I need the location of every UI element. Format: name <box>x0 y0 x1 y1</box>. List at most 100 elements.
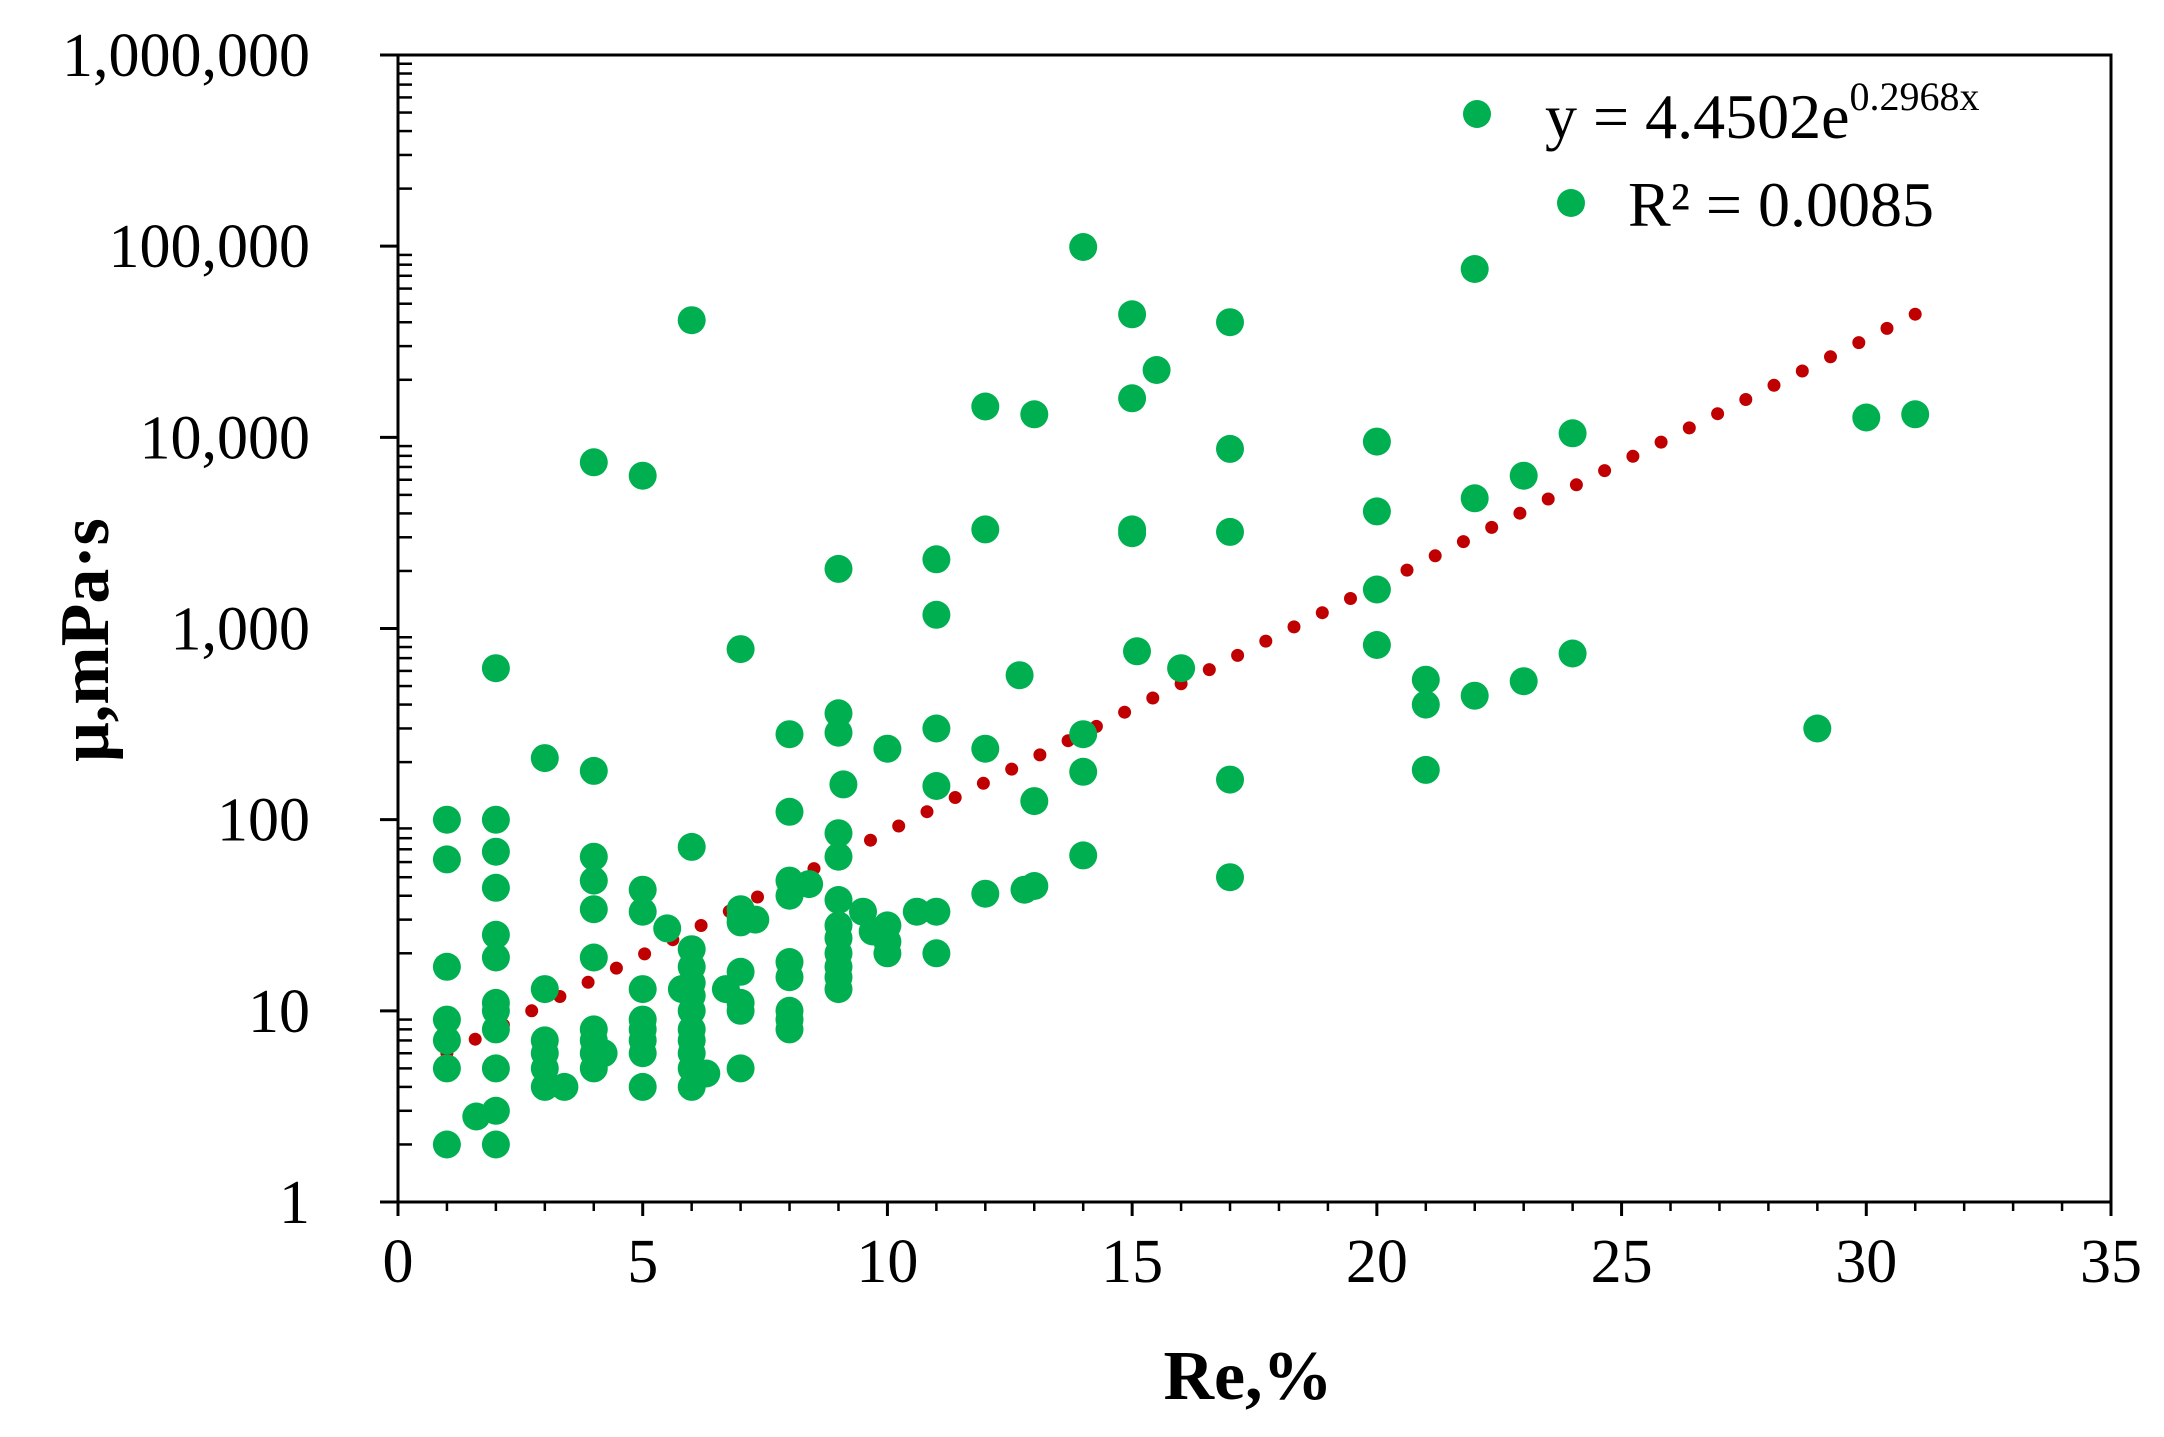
data-point <box>824 819 853 848</box>
data-point <box>775 797 804 826</box>
data-point <box>432 845 461 874</box>
tick-labels: 0 5 10 15 20 25 30 35 1 10 100 1,000 10,000 100,000 1,… <box>62 22 2142 1296</box>
data-point <box>1558 419 1587 448</box>
legend-equation-base: y = 4.4502e <box>1545 81 1850 152</box>
trendline-dot <box>1682 421 1696 435</box>
trendline-dot <box>1344 592 1357 605</box>
trendline-dot <box>1824 350 1837 364</box>
legend-equation-exponent: 0.2968x <box>1850 74 1980 119</box>
y-tick-label: 1 <box>279 1169 310 1237</box>
data-point <box>726 957 755 986</box>
data-point <box>1411 690 1440 719</box>
legend-marker-equation <box>1463 100 1491 128</box>
data-point <box>628 975 657 1004</box>
legend-r-squared: R² = 0.0085 <box>1628 169 1934 240</box>
trendline-dot <box>1569 478 1583 492</box>
data-point <box>824 554 853 583</box>
data-point <box>1216 308 1244 337</box>
data-point <box>1362 427 1391 456</box>
data-point <box>902 897 931 926</box>
trendline-dot <box>1231 648 1245 662</box>
data-point <box>432 1026 461 1055</box>
trendline-dot <box>1202 663 1216 677</box>
data-point <box>1509 667 1538 696</box>
data-point <box>922 545 951 574</box>
data-point <box>432 952 461 981</box>
data-point <box>530 975 559 1004</box>
y-tick-label: 1,000,000 <box>62 22 310 90</box>
x-tick-label: 30 <box>1835 1228 1897 1296</box>
data-point <box>922 714 951 743</box>
data-point <box>971 515 1000 544</box>
data-point <box>824 699 853 728</box>
data-point <box>873 939 902 968</box>
trendline-dot <box>1146 691 1160 705</box>
data-point <box>824 975 853 1004</box>
trendline-dot <box>1315 606 1329 620</box>
trendline-dot <box>1626 449 1640 463</box>
data-point <box>922 772 951 800</box>
data-points <box>432 233 1930 1159</box>
trendline-dot <box>1767 378 1781 392</box>
data-point <box>530 1072 559 1101</box>
data-point <box>579 866 608 895</box>
data-point <box>1118 384 1147 413</box>
x-tick-label: 5 <box>627 1228 658 1296</box>
trendline <box>440 307 1922 1060</box>
data-point <box>481 988 510 1017</box>
data-point <box>824 842 853 871</box>
x-tick-label: 0 <box>383 1228 414 1296</box>
trendline-dot <box>638 947 652 961</box>
data-point <box>481 1054 510 1083</box>
trendline-dot <box>892 819 906 833</box>
data-point <box>775 1015 804 1044</box>
data-point <box>1411 665 1440 694</box>
data-point <box>1411 755 1440 784</box>
y-axis-title: μ,mPa·s <box>47 518 124 762</box>
trendline-dot <box>1711 407 1725 421</box>
data-point <box>579 895 608 924</box>
data-point <box>628 461 657 490</box>
data-point <box>677 832 706 861</box>
data-point <box>579 943 608 972</box>
data-point <box>1216 765 1244 794</box>
legend-marker-r-squared <box>1557 189 1585 217</box>
y-tick-label: 1,000 <box>171 596 311 664</box>
trendline-dot <box>1400 563 1414 577</box>
data-point <box>741 905 770 934</box>
data-point <box>1460 681 1489 710</box>
trendline-dot <box>468 1032 482 1046</box>
data-point <box>481 873 510 902</box>
y-tick-label: 100 <box>217 787 310 855</box>
data-point <box>1020 872 1049 900</box>
data-point <box>1142 356 1171 384</box>
trendline-dot <box>1287 620 1301 634</box>
trendline-dot <box>1456 535 1470 549</box>
data-point <box>628 1039 657 1068</box>
trendline-dot <box>1033 748 1047 762</box>
data-point <box>775 720 804 749</box>
data-point <box>1118 519 1147 548</box>
trendline-dot <box>694 919 708 932</box>
data-point <box>589 1039 618 1068</box>
data-point <box>1362 631 1391 659</box>
data-point <box>829 770 858 799</box>
data-point <box>1362 497 1391 526</box>
data-point <box>1460 255 1489 283</box>
data-point <box>432 1054 461 1083</box>
data-point <box>1216 863 1244 892</box>
y-tick-label: 100,000 <box>109 213 311 281</box>
data-point <box>1020 400 1049 429</box>
x-tick-label: 15 <box>1101 1228 1163 1296</box>
data-point <box>726 1054 755 1083</box>
data-point <box>432 805 461 834</box>
data-point <box>579 756 608 785</box>
trendline-dot <box>609 961 623 975</box>
data-point <box>1069 233 1098 261</box>
data-point <box>1216 517 1244 546</box>
data-point <box>628 875 657 904</box>
data-point <box>481 1130 510 1159</box>
x-tick-label: 35 <box>2080 1228 2142 1296</box>
trendline-dot <box>1118 705 1132 719</box>
trendline-dot <box>1428 549 1442 563</box>
